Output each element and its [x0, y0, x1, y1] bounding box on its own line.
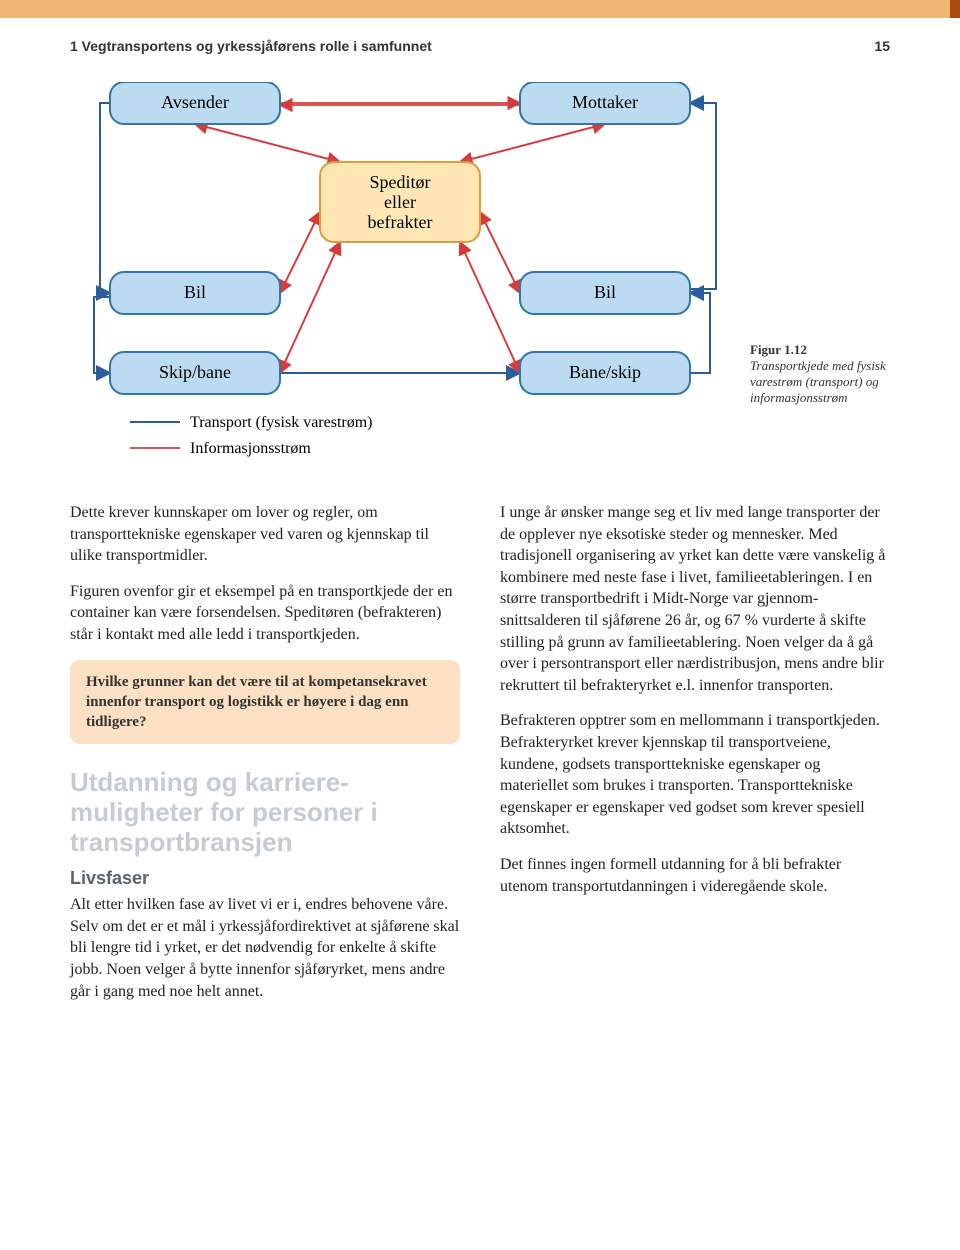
- figure-caption-text: Transportkjede med fysisk vare­strøm (tr…: [750, 358, 890, 406]
- body-columns: Dette krever kunnskaper om lover og regl…: [70, 502, 890, 1016]
- section-heading: Utdanning og karriere­muligheter for per…: [70, 768, 460, 858]
- paragraph: Alt etter hvilken fase av livet vi er i,…: [70, 894, 460, 1002]
- svg-text:befrakter: befrakter: [368, 212, 433, 232]
- svg-text:Transport (fysisk varestrøm): Transport (fysisk varestrøm): [190, 414, 373, 431]
- paragraph: Figuren ovenfor gir et eksempel på en tr…: [70, 581, 460, 646]
- figure-label: Figur 1.12: [750, 342, 890, 358]
- svg-text:Mottaker: Mottaker: [572, 92, 638, 112]
- diagram: Avsender Mottaker Bil Bil Skip/bane Bane/skip…: [70, 82, 730, 472]
- running-header: 1 Vegtransportens og yrkessjåførens roll…: [70, 38, 890, 54]
- svg-text:Speditør: Speditør: [370, 172, 431, 192]
- figure-caption: Figur 1.12 Transportkjede med fysisk var…: [750, 82, 890, 406]
- page-content: 1 Vegtransportens og yrkessjåførens roll…: [0, 18, 960, 1056]
- right-column: I unge år ønsker mange seg et liv med la…: [500, 502, 890, 1016]
- svg-text:eller: eller: [384, 192, 416, 212]
- paragraph: Dette krever kunnskaper om lover og regl…: [70, 502, 460, 567]
- svg-text:Bane/skip: Bane/skip: [569, 362, 641, 382]
- svg-text:Avsender: Avsender: [161, 92, 229, 112]
- paragraph: Befrakteren opptrer som en mellommann i …: [500, 710, 890, 840]
- left-column: Dette krever kunnskaper om lover og regl…: [70, 502, 460, 1016]
- top-accent-bar: [0, 0, 960, 18]
- flowchart-svg: Avsender Mottaker Bil Bil Skip/bane Bane/skip…: [70, 82, 730, 472]
- svg-text:Informasjonsstrøm: Informasjonsstrøm: [190, 440, 311, 457]
- diagram-row: Avsender Mottaker Bil Bil Skip/bane Bane/skip…: [70, 82, 890, 472]
- callout-box: Hvilke grunner kan det være til at kompe…: [70, 660, 460, 745]
- running-title: 1 Vegtransportens og yrkessjåførens roll…: [70, 38, 432, 54]
- paragraph: Det finnes ingen formell utdanning for å…: [500, 854, 890, 897]
- sub-heading: Livsfaser: [70, 866, 460, 890]
- svg-text:Bil: Bil: [184, 282, 206, 302]
- svg-text:Bil: Bil: [594, 282, 616, 302]
- paragraph: I unge år ønsker mange seg et liv med la…: [500, 502, 890, 696]
- svg-text:Skip/bane: Skip/bane: [159, 362, 231, 382]
- page-number: 15: [874, 38, 890, 54]
